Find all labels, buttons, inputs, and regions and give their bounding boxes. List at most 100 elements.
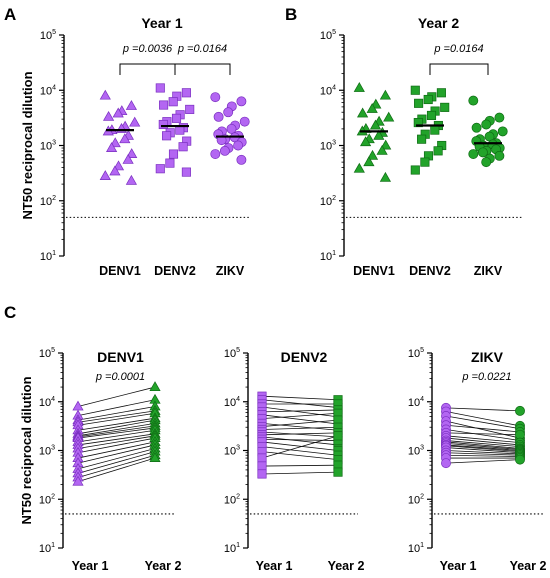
y-tick-label: 103 <box>224 445 240 458</box>
data-point <box>233 140 244 151</box>
significance-bracket <box>119 63 176 75</box>
data-point <box>171 113 182 123</box>
y-tick-label: 103 <box>40 140 56 153</box>
year1-point <box>441 458 451 469</box>
x-tick-label: DENV1 <box>99 264 141 278</box>
data-point <box>102 110 115 121</box>
data-point <box>162 131 172 141</box>
y-tick-label: 101 <box>408 542 424 555</box>
data-point <box>353 162 365 173</box>
y-tick-label: 104 <box>224 396 240 409</box>
data-point <box>99 89 111 100</box>
pair-line <box>77 437 156 454</box>
data-point <box>356 107 369 118</box>
data-point <box>226 123 237 134</box>
pair-line <box>77 448 156 470</box>
pair-line <box>445 441 521 449</box>
y-tick-label: 102 <box>408 493 424 506</box>
paired-panel-zikv: 101 102 103 104 105 ZIKV p =0.0221 Year 1 Year 2 <box>408 347 547 573</box>
x-tick-label: Year 2 <box>510 559 547 573</box>
panel-letter-b: B <box>285 5 297 24</box>
y-tick-label: 102 <box>40 195 56 208</box>
pair-line <box>77 419 156 435</box>
y-tick-label: 104 <box>408 396 424 409</box>
y-tick-label: 105 <box>224 347 240 360</box>
x-tick-label: ZIKV <box>474 264 503 278</box>
pair-line <box>261 464 339 467</box>
paired-panel-denv2: 101 102 103 104 105 DENV2 Year 1 Year 2 <box>224 347 365 573</box>
pair-line <box>77 412 156 426</box>
data-point <box>105 142 118 152</box>
pair-line <box>261 431 339 438</box>
x-tick-label: ZIKV <box>216 264 245 278</box>
x-tick-label: Year 1 <box>72 559 109 573</box>
data-point <box>155 83 165 93</box>
panel-title: DENV2 <box>281 349 328 365</box>
pair-line <box>77 433 156 446</box>
pair-line <box>77 441 156 459</box>
pair-line <box>77 406 156 421</box>
data-point <box>497 126 508 137</box>
data-point <box>376 144 388 155</box>
pair-line <box>261 471 339 475</box>
pair-line <box>77 410 156 423</box>
y-tick-label: 102 <box>320 195 336 208</box>
pair-line <box>445 440 521 448</box>
pair-line <box>445 424 521 433</box>
pair-line <box>261 409 339 413</box>
data-point <box>175 125 185 135</box>
pair-line <box>261 419 339 427</box>
y-tick-label: 101 <box>320 250 336 263</box>
pair-line <box>77 425 156 438</box>
y-tick-label: 105 <box>39 347 55 360</box>
pair-line <box>445 450 521 455</box>
pair-line <box>261 406 339 418</box>
pair-line <box>77 422 156 437</box>
p-value-label: p =0.0221 <box>461 371 511 383</box>
data-point <box>122 153 134 164</box>
y-axis-label: NT50 reciprocal dilution <box>19 376 34 524</box>
year2-point <box>515 405 525 416</box>
y-tick-label: 104 <box>320 84 336 97</box>
x-tick-label: Year 1 <box>256 559 293 573</box>
pair-line <box>77 435 156 449</box>
pair-line <box>261 422 339 431</box>
data-point <box>363 156 375 167</box>
panel-letter-c: C <box>4 303 16 322</box>
pair-line <box>445 420 521 439</box>
year1-point <box>257 453 267 463</box>
x-tick-label: DENV2 <box>409 264 451 278</box>
p-value-label: p =0.0001 <box>95 371 145 383</box>
data-point <box>178 142 188 152</box>
year1-point <box>257 461 267 471</box>
data-point <box>210 92 221 103</box>
year2-point <box>515 454 525 465</box>
pair-line <box>445 454 521 457</box>
y-tick-label: 105 <box>40 29 56 42</box>
pair-line <box>261 451 339 461</box>
data-point <box>436 88 446 98</box>
data-point <box>185 104 195 114</box>
data-point <box>494 150 505 161</box>
data-point <box>417 134 427 144</box>
pair-line <box>445 445 521 452</box>
data-point <box>379 89 392 100</box>
pair-line <box>261 441 339 451</box>
panel-title: ZIKV <box>471 349 504 365</box>
data-point <box>112 107 124 118</box>
scatter-panel-a: 101 102 103 104 105 NT50 reciprocal dilution Y… <box>20 15 250 278</box>
data-point <box>410 85 420 95</box>
scatter-panel-b: 101 102 103 104 105 Year 2 DENV1 DENV2 ZIKV p =0.… <box>320 15 523 278</box>
data-point <box>359 136 372 147</box>
pair-line <box>261 414 339 425</box>
pair-line <box>261 395 339 401</box>
data-point <box>481 157 492 168</box>
data-point <box>433 146 443 156</box>
panel-title: Year 1 <box>141 15 182 31</box>
pair-line <box>445 435 521 444</box>
year2-point <box>149 452 161 463</box>
y-tick-label: 101 <box>224 542 240 555</box>
data-point <box>223 107 234 118</box>
pair-line <box>261 412 339 420</box>
